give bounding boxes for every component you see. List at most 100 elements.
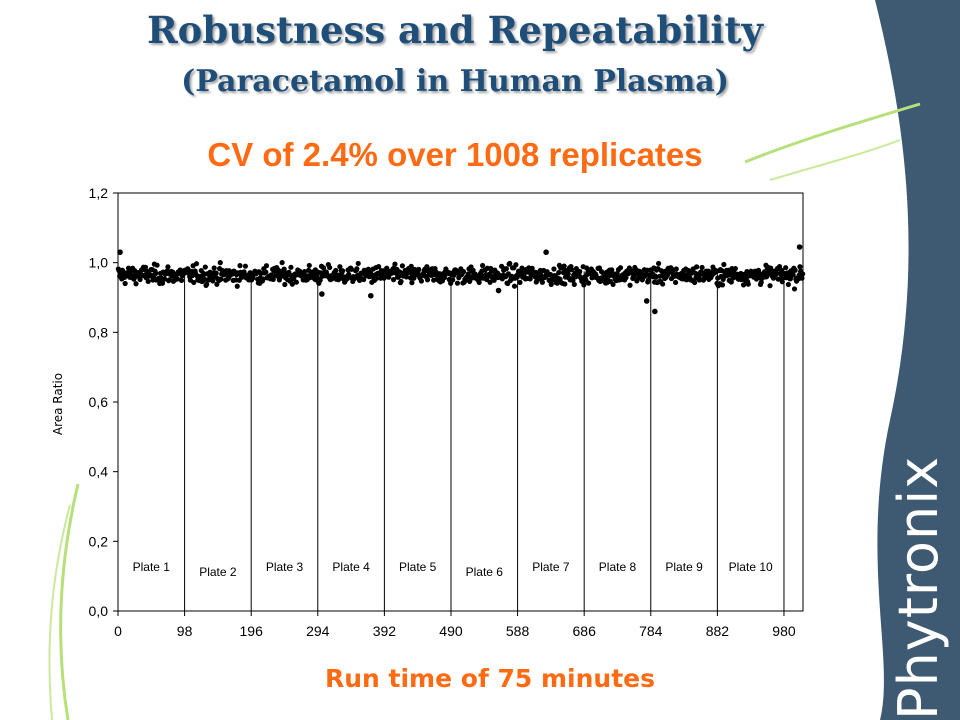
data-point <box>562 281 568 287</box>
plot-frame <box>117 192 804 612</box>
data-point <box>450 277 456 283</box>
data-point <box>745 281 751 287</box>
data-point <box>529 265 535 271</box>
data-point <box>767 283 773 289</box>
data-point <box>263 269 269 275</box>
data-point <box>571 281 577 288</box>
green-swoosh-left-1 <box>59 483 80 720</box>
data-point <box>623 275 629 281</box>
data-point <box>791 286 798 292</box>
plate-label: Plate 3 <box>266 560 304 574</box>
y-tick-label: 0,8 <box>89 324 109 340</box>
side-panel-swoosh <box>875 0 960 720</box>
x-tick-label: 588 <box>506 623 530 639</box>
data-point <box>250 275 256 281</box>
data-point <box>554 280 560 286</box>
data-point <box>137 276 143 283</box>
data-point <box>610 281 616 288</box>
data-point <box>487 279 493 285</box>
data-point <box>122 280 128 287</box>
data-point <box>719 282 726 288</box>
plate-label: Plate 8 <box>599 560 637 574</box>
data-point <box>565 271 571 277</box>
data-point <box>153 270 159 276</box>
data-point <box>476 279 482 286</box>
data-point <box>178 277 185 283</box>
plate-label: Plate 9 <box>665 560 703 574</box>
data-point <box>692 279 698 286</box>
data-point <box>790 272 796 278</box>
data-point <box>263 263 270 269</box>
data-point-outlier <box>796 244 803 250</box>
x-tick-label: 784 <box>639 623 663 639</box>
data-point <box>467 278 473 285</box>
data-point <box>281 266 287 272</box>
data-point <box>217 260 223 266</box>
data-point <box>527 276 533 282</box>
data-point <box>577 268 583 275</box>
x-tick-label: 490 <box>439 623 463 639</box>
x-tick-label: 686 <box>573 623 597 639</box>
data-point <box>511 283 518 289</box>
x-tick-label: 294 <box>306 623 330 639</box>
x-tick-label: 196 <box>240 623 264 639</box>
data-point <box>800 271 806 277</box>
data-point <box>570 277 576 284</box>
data-point <box>556 270 562 276</box>
x-tick-label: 882 <box>706 623 730 639</box>
data-point <box>561 263 567 269</box>
data-point <box>699 264 705 271</box>
data-point <box>392 261 398 267</box>
data-point <box>237 263 243 269</box>
data-point <box>161 276 168 282</box>
data-point <box>581 282 587 288</box>
data-point <box>218 276 224 282</box>
x-tick-label: 0 <box>114 623 122 639</box>
run-time-caption: Run time of 75 minutes <box>324 664 656 693</box>
data-point <box>519 265 525 271</box>
data-point <box>289 281 295 287</box>
data-point <box>503 266 509 272</box>
y-tick-label: 1,0 <box>89 255 109 271</box>
data-point <box>348 266 355 272</box>
green-swoosh-top-1 <box>744 102 921 164</box>
data-point <box>719 268 725 274</box>
data-point <box>191 279 197 286</box>
data-point <box>174 276 181 282</box>
data-point <box>133 281 139 287</box>
data-point <box>211 265 217 271</box>
green-swoosh-left-2 <box>48 504 71 720</box>
data-point-outlier <box>643 298 650 304</box>
data-point <box>416 266 422 272</box>
data-point <box>327 264 333 271</box>
data-point <box>539 279 545 285</box>
data-point <box>507 260 513 267</box>
plate-label: Plate 6 <box>466 565 504 579</box>
data-point <box>320 265 327 271</box>
data-point <box>408 263 414 269</box>
y-axis-label: Area Ratio <box>51 373 65 435</box>
data-point <box>301 268 308 275</box>
data-point <box>288 264 294 270</box>
data-point <box>424 277 431 283</box>
data-point <box>154 262 160 268</box>
data-point <box>517 279 523 285</box>
data-point <box>732 265 738 272</box>
data-point <box>202 264 208 270</box>
data-point <box>306 262 312 269</box>
data-point-outlier <box>495 287 502 294</box>
data-point <box>548 281 554 287</box>
data-point <box>279 260 285 266</box>
data-point <box>241 269 247 275</box>
plate-label: Plate 1 <box>133 560 171 574</box>
data-point <box>418 278 425 284</box>
data-point <box>339 268 346 274</box>
data-point <box>376 263 382 270</box>
data-point <box>721 261 727 268</box>
data-point <box>159 280 166 286</box>
y-tick-label: 0,4 <box>89 464 109 480</box>
data-point <box>776 263 783 270</box>
data-point <box>645 277 651 283</box>
data-point <box>694 264 700 270</box>
